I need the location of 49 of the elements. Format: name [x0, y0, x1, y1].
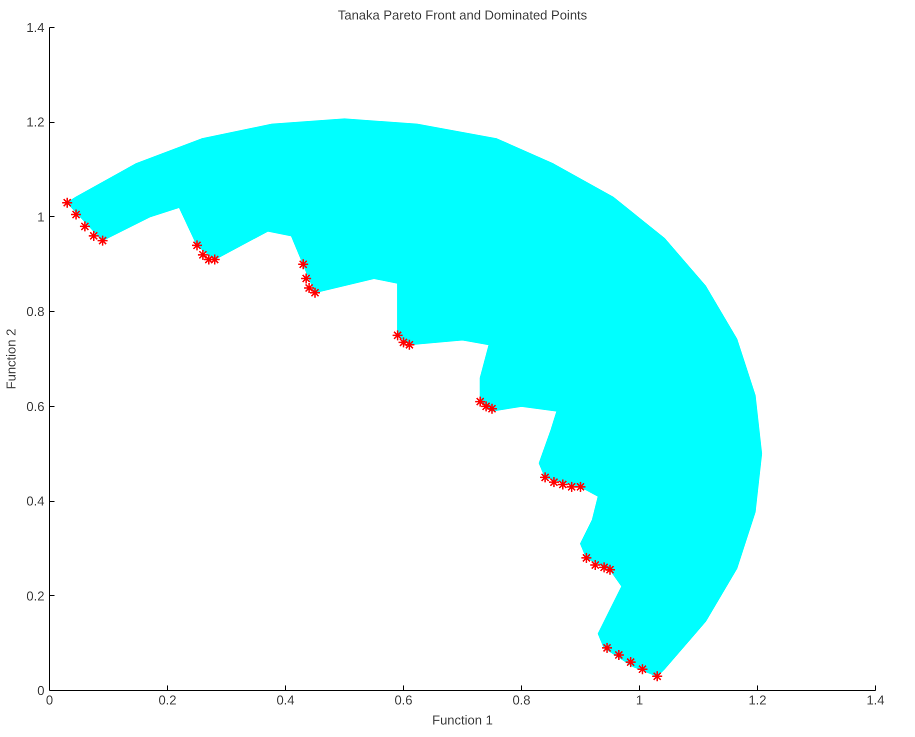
point	[613, 649, 625, 661]
x-tick-label: 0.8	[512, 692, 531, 708]
point	[404, 339, 416, 351]
point	[624, 656, 636, 668]
point	[486, 402, 498, 414]
point	[392, 330, 404, 342]
point	[651, 670, 663, 682]
x-tick-label: 1	[636, 692, 644, 708]
point	[636, 663, 648, 675]
point	[398, 336, 410, 348]
x-tick-label: 0.4	[276, 692, 295, 708]
y-tick-label: 0.4	[26, 494, 45, 509]
y-tick-label: 1	[37, 209, 45, 224]
point	[300, 272, 312, 284]
y-tick-label: 1.2	[26, 114, 45, 130]
point	[548, 476, 560, 488]
point	[297, 258, 309, 270]
point	[191, 240, 203, 252]
point	[590, 559, 601, 571]
point	[197, 249, 209, 261]
y-tick-label: 1.4	[26, 20, 45, 35]
point	[601, 642, 613, 654]
x-tick-label: 0.6	[394, 692, 413, 708]
point	[598, 562, 610, 574]
point	[303, 282, 315, 294]
point	[79, 220, 91, 232]
point	[580, 552, 592, 564]
point	[574, 481, 586, 493]
point	[480, 400, 492, 412]
y-tick-label: 0.2	[26, 588, 45, 604]
x-tick-label: 1.2	[748, 692, 767, 708]
y-tick-label: 0	[37, 683, 45, 698]
point	[539, 472, 551, 484]
x-axis-title: Function 1	[432, 712, 493, 728]
chart-title: Tanaka Pareto Front and Dominated Points	[338, 8, 588, 22]
point	[566, 481, 578, 493]
point	[96, 234, 108, 246]
point	[309, 286, 321, 298]
point	[604, 564, 616, 576]
x-tick-label: 0.2	[158, 692, 177, 708]
point	[474, 396, 486, 408]
point	[88, 230, 100, 242]
y-axis-title: Function 2	[3, 328, 18, 390]
point	[557, 478, 569, 490]
y-tick-label: 0.8	[26, 304, 45, 320]
y-tick-label: 0.6	[26, 398, 45, 414]
point	[61, 196, 73, 208]
point	[70, 208, 82, 220]
x-tick-label: 1.4	[866, 692, 885, 708]
